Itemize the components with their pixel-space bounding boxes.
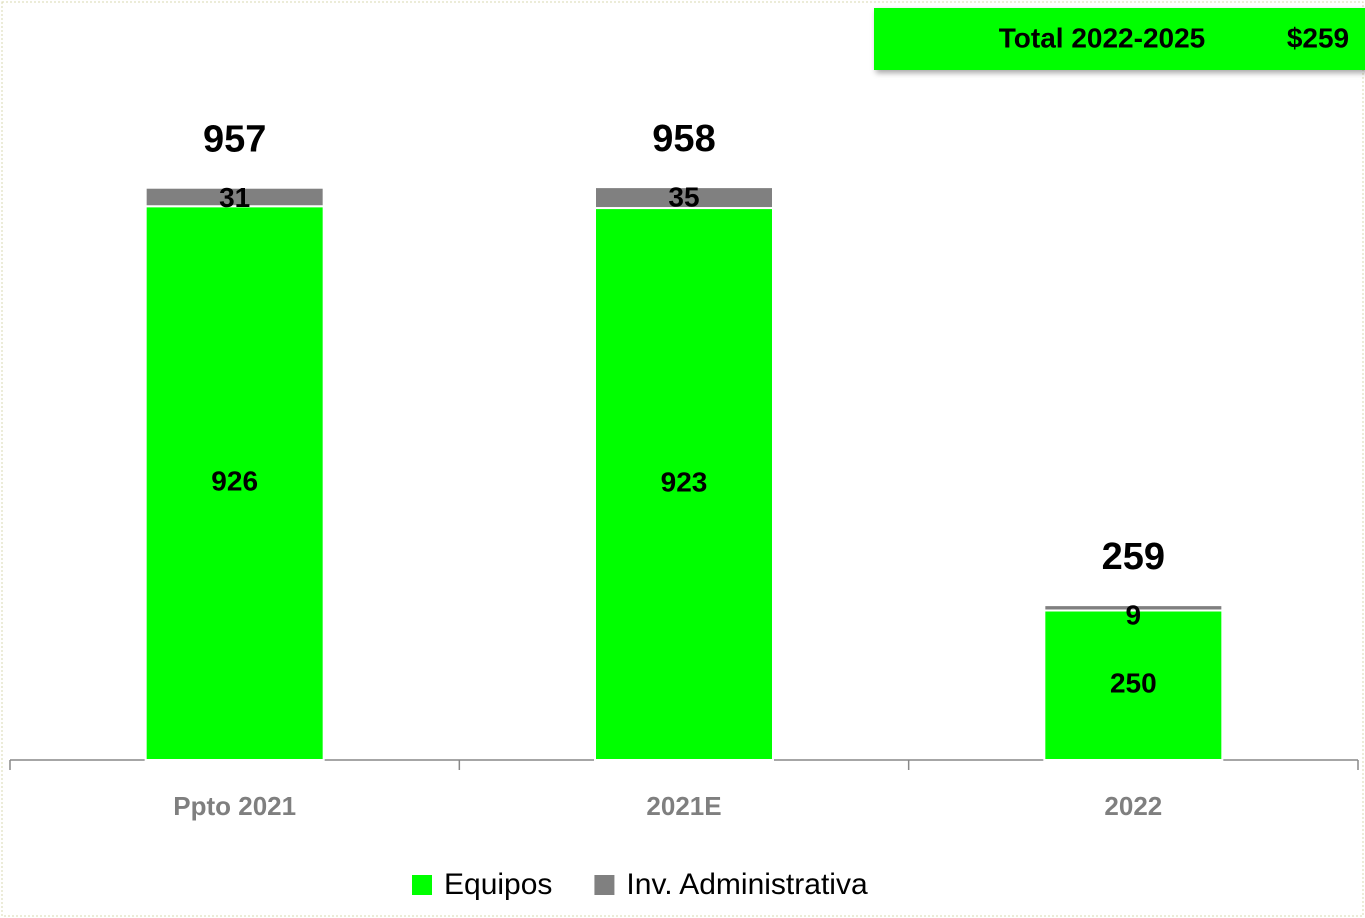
bar-segment [1043,609,1224,761]
bar-segment [144,186,325,208]
legend-swatch [594,875,615,895]
value-label: 9 [1126,600,1142,631]
bar-segment [1043,604,1224,612]
value-label: 31 [219,182,250,213]
total-value: $259 [1287,22,1349,53]
total-box [874,8,1365,70]
bar-segment [594,207,774,761]
legend-swatch [412,875,432,895]
total-label: 958 [652,118,715,160]
x-tick-label: 2022 [1104,791,1162,821]
value-label: 250 [1110,668,1157,699]
legend-label: Inv. Administrativa [626,868,868,901]
value-label: 926 [211,466,258,497]
total-label: 957 [203,119,266,161]
total-label: 259 [1102,536,1165,578]
total-label: Total 2022-2025 [999,22,1206,53]
bar-segment [144,205,325,761]
bar-segment [594,186,774,210]
value-label: 35 [668,182,699,213]
value-label: 923 [661,466,708,497]
x-tick-label: 2021E [646,791,721,821]
legend-label: Equipos [444,868,552,901]
x-tick-label: Ppto 2021 [173,791,296,821]
